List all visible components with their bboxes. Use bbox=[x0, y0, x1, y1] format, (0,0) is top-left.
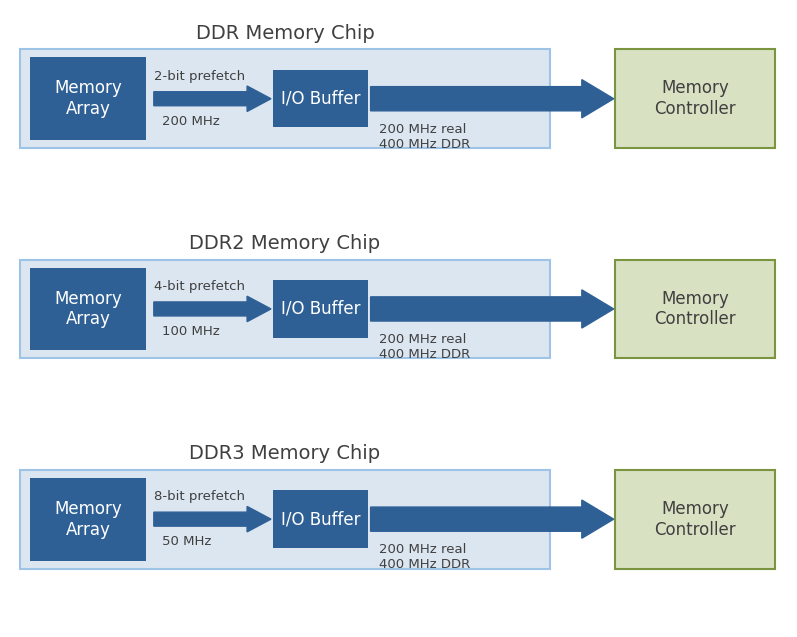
Text: Memory
Controller: Memory Controller bbox=[654, 500, 736, 538]
FancyArrow shape bbox=[371, 500, 614, 538]
Text: I/O Buffer: I/O Buffer bbox=[281, 90, 360, 108]
Text: 200 MHz real
400 MHz DDR: 200 MHz real 400 MHz DDR bbox=[379, 123, 469, 151]
FancyBboxPatch shape bbox=[615, 50, 775, 148]
FancyArrow shape bbox=[154, 86, 271, 111]
FancyBboxPatch shape bbox=[20, 470, 550, 568]
Text: 200 MHz: 200 MHz bbox=[162, 115, 219, 127]
Text: 50 MHz: 50 MHz bbox=[162, 535, 211, 548]
Text: DDR2 Memory Chip: DDR2 Memory Chip bbox=[190, 234, 380, 253]
Text: 200 MHz real
400 MHz DDR: 200 MHz real 400 MHz DDR bbox=[379, 543, 469, 571]
Text: I/O Buffer: I/O Buffer bbox=[281, 510, 360, 528]
Text: Memory
Controller: Memory Controller bbox=[654, 80, 736, 118]
FancyBboxPatch shape bbox=[20, 50, 550, 148]
FancyBboxPatch shape bbox=[615, 470, 775, 568]
Text: 4-bit prefetch: 4-bit prefetch bbox=[154, 280, 245, 293]
FancyBboxPatch shape bbox=[273, 70, 368, 127]
Text: 200 MHz real
400 MHz DDR: 200 MHz real 400 MHz DDR bbox=[379, 333, 469, 361]
FancyBboxPatch shape bbox=[30, 478, 146, 561]
FancyBboxPatch shape bbox=[30, 268, 146, 350]
Text: 8-bit prefetch: 8-bit prefetch bbox=[154, 490, 245, 503]
FancyBboxPatch shape bbox=[30, 57, 146, 140]
Text: DDR3 Memory Chip: DDR3 Memory Chip bbox=[190, 445, 380, 464]
FancyArrow shape bbox=[371, 290, 614, 328]
Text: Memory
Controller: Memory Controller bbox=[654, 290, 736, 328]
FancyBboxPatch shape bbox=[273, 490, 368, 548]
Text: Memory
Array: Memory Array bbox=[54, 500, 122, 538]
Text: Memory
Array: Memory Array bbox=[54, 290, 122, 328]
FancyBboxPatch shape bbox=[20, 260, 550, 358]
Text: DDR Memory Chip: DDR Memory Chip bbox=[195, 24, 375, 43]
FancyBboxPatch shape bbox=[273, 280, 368, 338]
FancyArrow shape bbox=[154, 296, 271, 322]
FancyBboxPatch shape bbox=[615, 260, 775, 358]
Text: Memory
Array: Memory Array bbox=[54, 80, 122, 118]
Text: 2-bit prefetch: 2-bit prefetch bbox=[154, 70, 245, 83]
FancyArrow shape bbox=[371, 80, 614, 118]
Text: 100 MHz: 100 MHz bbox=[162, 325, 219, 338]
FancyArrow shape bbox=[154, 506, 271, 532]
Text: I/O Buffer: I/O Buffer bbox=[281, 300, 360, 318]
